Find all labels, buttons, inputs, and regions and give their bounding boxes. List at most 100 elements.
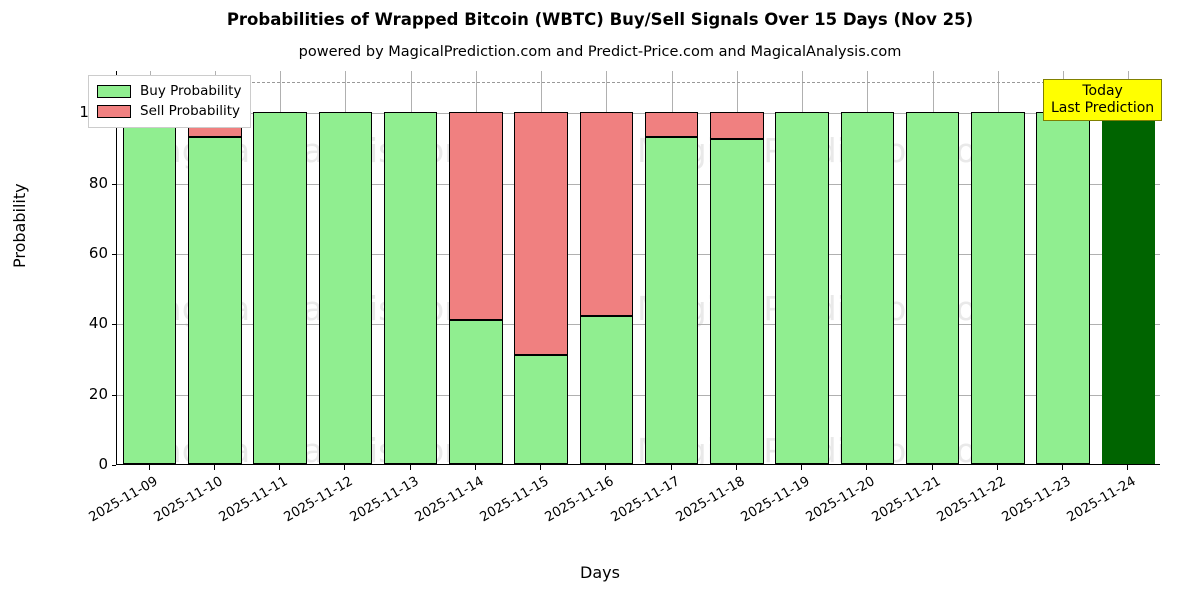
legend-item-buy: Buy Probability — [97, 81, 241, 101]
x-axis-tick-label: 2025-11-23 — [999, 474, 1074, 526]
bar-group[interactable] — [1036, 71, 1090, 464]
bar-segment-buy[interactable] — [971, 112, 1025, 464]
y-axis-tick-label: 80 — [88, 173, 108, 192]
bar-segment-buy[interactable] — [644, 136, 699, 464]
bar-segment-buy[interactable] — [905, 112, 960, 464]
legend-label-sell: Sell Probability — [140, 103, 241, 119]
x-axis-tick-mark — [409, 465, 411, 470]
x-axis-tick-label: 2025-11-15 — [477, 474, 552, 526]
x-axis-tick-label: 2025-11-22 — [934, 474, 1009, 526]
x-axis-tick-mark — [213, 465, 215, 470]
bar-segment-buy[interactable] — [579, 316, 634, 464]
bar-group[interactable] — [318, 71, 373, 464]
y-axis-tick-label: 20 — [88, 384, 108, 403]
bar-segment-buy[interactable] — [188, 136, 242, 464]
y-axis-tick-mark — [112, 253, 116, 255]
x-axis-tick-mark — [148, 465, 150, 470]
bar-group[interactable] — [579, 71, 634, 464]
x-axis-tick-mark — [931, 465, 933, 470]
bar-group[interactable] — [1101, 71, 1156, 464]
x-axis-tick-mark — [1062, 465, 1064, 470]
x-axis-tick-mark — [540, 465, 542, 470]
x-axis-tick-label: 2025-11-21 — [869, 474, 944, 526]
y-axis-tick-label: 0 — [98, 455, 108, 473]
x-axis-tick-label: 2025-11-14 — [412, 474, 487, 526]
bar-segment-buy[interactable] — [710, 138, 764, 464]
x-axis-tick-mark — [996, 465, 998, 470]
gridline-horizontal — [117, 394, 1160, 396]
x-axis-tick-label: 2025-11-17 — [608, 474, 683, 526]
chart-legend: Buy Probability Sell Probability — [88, 75, 252, 128]
x-axis-tick-label: 2025-11-16 — [543, 474, 617, 526]
x-axis-tick-label: 2025-11-10 — [151, 474, 226, 526]
y-axis-tick-mark — [112, 324, 116, 326]
x-axis-tick-mark — [866, 465, 868, 470]
bar-group[interactable] — [188, 71, 242, 464]
today-annotation: Today Last Prediction — [1043, 79, 1163, 122]
today-annotation-line1: Today — [1082, 83, 1123, 99]
chart-title: Probabilities of Wrapped Bitcoin (WBTC) … — [226, 10, 974, 29]
bar-group[interactable] — [971, 71, 1025, 464]
bar-segment-buy[interactable] — [253, 112, 307, 464]
bar-segment-sell[interactable] — [514, 112, 568, 355]
x-axis-tick-label: 2025-11-24 — [1065, 474, 1139, 526]
bar-group[interactable] — [122, 71, 177, 464]
bar-group[interactable] — [449, 71, 503, 464]
y-axis-tick-mark — [112, 394, 116, 396]
bar-segment-buy[interactable] — [318, 112, 373, 464]
x-axis-tick-mark — [344, 465, 346, 470]
bar-segment-buy[interactable] — [122, 112, 177, 464]
x-axis-label: Days — [580, 563, 620, 582]
x-axis-tick-label: 2025-11-13 — [347, 474, 422, 526]
x-axis-tick-label: 2025-11-11 — [216, 474, 291, 526]
bar-segment-buy[interactable] — [383, 112, 438, 464]
bar-segment-buy[interactable] — [1036, 112, 1090, 464]
x-axis-tick-mark — [1127, 465, 1129, 470]
y-axis-tick-label: 40 — [88, 314, 108, 333]
legend-label-buy: Buy Probability — [140, 83, 242, 99]
bar-group[interactable] — [383, 71, 438, 464]
x-axis-tick-mark — [801, 465, 803, 470]
bar-group[interactable] — [840, 71, 895, 464]
y-axis-tick-label: 60 — [88, 243, 108, 262]
bar-group[interactable] — [514, 71, 568, 464]
x-axis-tick-label: 2025-11-12 — [282, 474, 356, 526]
y-axis-tick-mark — [112, 465, 116, 466]
x-axis-tick-label: 2025-11-19 — [738, 474, 813, 526]
bar-segment-buy[interactable] — [449, 319, 503, 464]
x-axis-tick-mark — [670, 465, 672, 470]
bar-group[interactable] — [644, 71, 699, 464]
bar-group[interactable] — [253, 71, 307, 464]
y-axis-label: Probability — [10, 183, 29, 268]
y-axis-tick-mark — [112, 183, 116, 185]
plot-inner: MagicalAnalysis.comMagicalAnalysis.comMa… — [117, 71, 1160, 464]
x-axis-tick-label: 2025-11-20 — [804, 474, 878, 526]
dashed-reference-line — [117, 81, 1160, 83]
bar-segment-buy[interactable] — [514, 354, 568, 464]
legend-swatch-sell — [97, 104, 131, 118]
bar-segment-today[interactable] — [1101, 112, 1156, 464]
plot-area: MagicalAnalysis.comMagicalAnalysis.comMa… — [116, 71, 1160, 465]
legend-swatch-buy — [97, 84, 131, 98]
x-axis-tick-mark — [279, 465, 281, 470]
today-annotation-line2: Last Prediction — [1051, 99, 1155, 116]
gridline-horizontal — [117, 113, 1160, 115]
x-axis-tick-mark — [605, 465, 607, 470]
bar-group[interactable] — [775, 71, 829, 464]
legend-item-sell: Sell Probability — [97, 101, 241, 121]
bar-group[interactable] — [905, 71, 960, 464]
x-axis-tick-mark — [735, 465, 737, 470]
bar-segment-buy[interactable] — [840, 112, 895, 464]
gridline-horizontal — [117, 253, 1160, 255]
bar-segment-sell[interactable] — [449, 112, 503, 320]
bar-segment-sell[interactable] — [579, 112, 634, 317]
bar-group[interactable] — [710, 71, 764, 464]
gridline-horizontal — [117, 183, 1160, 185]
x-axis-tick-label: 2025-11-18 — [673, 474, 748, 526]
x-axis-tick-label: 2025-11-09 — [86, 474, 161, 526]
bar-segment-sell[interactable] — [644, 112, 699, 137]
gridline-horizontal — [117, 324, 1160, 326]
bar-segment-sell[interactable] — [710, 112, 764, 139]
bar-segment-buy[interactable] — [775, 112, 829, 464]
